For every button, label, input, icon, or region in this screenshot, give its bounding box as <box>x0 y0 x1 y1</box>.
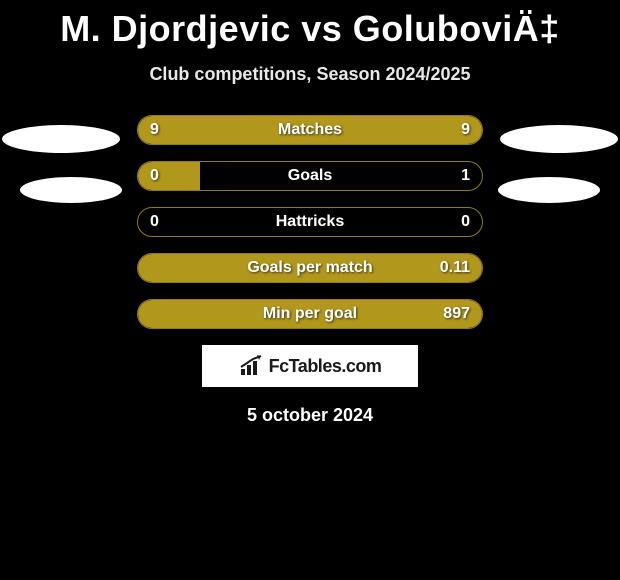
attribution-text: FcTables.com <box>269 356 382 377</box>
stat-label: Hattricks <box>138 213 482 231</box>
stat-row: Min per goal897 <box>137 299 483 329</box>
chart-icon <box>239 355 265 377</box>
stat-row-inner: 0Hattricks0 <box>138 208 482 236</box>
stat-row: 0Hattricks0 <box>137 207 483 237</box>
player-left-ellipse-bottom <box>20 177 122 203</box>
stat-row-inner: 0Goals1 <box>138 162 482 190</box>
stat-row-inner: 9Matches9 <box>138 116 482 144</box>
stat-left-value: 9 <box>150 121 159 139</box>
stat-label: Goals <box>138 167 482 185</box>
stat-left-value: 0 <box>150 167 159 185</box>
stat-right-value: 9 <box>461 121 470 139</box>
stat-row: 0Goals1 <box>137 161 483 191</box>
stat-label: Goals per match <box>138 259 482 277</box>
footer-date: 5 october 2024 <box>0 405 620 426</box>
stat-row: 9Matches9 <box>137 115 483 145</box>
stat-row-inner: Min per goal897 <box>138 300 482 328</box>
stat-label: Min per goal <box>138 305 482 323</box>
stat-rows: 9Matches90Goals10Hattricks0Goals per mat… <box>137 115 483 329</box>
stat-label: Matches <box>138 121 482 139</box>
stat-left-value: 0 <box>150 213 159 231</box>
page-title: M. Djordjevic vs GoluboviÄ‡ <box>0 0 620 50</box>
stat-right-value: 0.11 <box>440 259 470 277</box>
stat-right-value: 897 <box>443 305 470 323</box>
attribution-badge: FcTables.com <box>202 345 418 387</box>
player-left-ellipse-top <box>2 125 120 153</box>
stat-right-value: 0 <box>461 213 470 231</box>
page-subtitle: Club competitions, Season 2024/2025 <box>0 64 620 85</box>
stat-row-inner: Goals per match0.11 <box>138 254 482 282</box>
player-right-ellipse-bottom <box>498 177 600 203</box>
stat-right-value: 1 <box>461 167 470 185</box>
chart-area: 9Matches90Goals10Hattricks0Goals per mat… <box>0 115 620 426</box>
stat-row: Goals per match0.11 <box>137 253 483 283</box>
player-right-ellipse-top <box>500 125 618 153</box>
